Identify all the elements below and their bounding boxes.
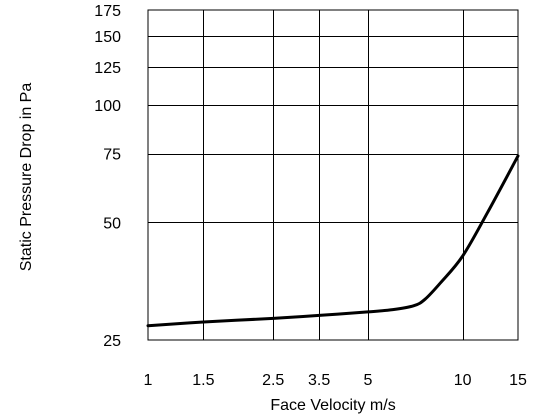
y-tick-label: 125 — [94, 60, 121, 77]
x-tick-labels: 1 1.5 2.5 3.5 5 10 15 — [144, 372, 527, 389]
plot-frame — [147, 9, 519, 341]
y-tick-label: 25 — [103, 333, 121, 350]
y-axis-label: Static Pressure Drop in Pa — [18, 83, 35, 272]
x-tick-label: 1.5 — [192, 372, 214, 389]
x-tick-label: 10 — [454, 372, 472, 389]
y-tick-label: 50 — [103, 215, 121, 232]
series-layer — [146, 154, 520, 328]
y-tick-label: 150 — [94, 29, 121, 46]
y-tick-label: 75 — [103, 147, 121, 164]
x-axis-label: Face Velocity m/s — [270, 397, 395, 414]
x-tick-label: 3.5 — [308, 372, 330, 389]
grid — [148, 10, 518, 340]
x-tick-label: 15 — [509, 372, 527, 389]
y-tick-label: 175 — [94, 3, 121, 20]
pressure-drop-curve — [146, 154, 520, 328]
y-tick-label: 100 — [94, 98, 121, 115]
x-tick-label: 1 — [144, 372, 153, 389]
x-tick-label: 2.5 — [262, 372, 284, 389]
y-tick-labels: 25 50 75 100 125 150 175 — [94, 3, 121, 350]
x-tick-label: 5 — [363, 372, 372, 389]
